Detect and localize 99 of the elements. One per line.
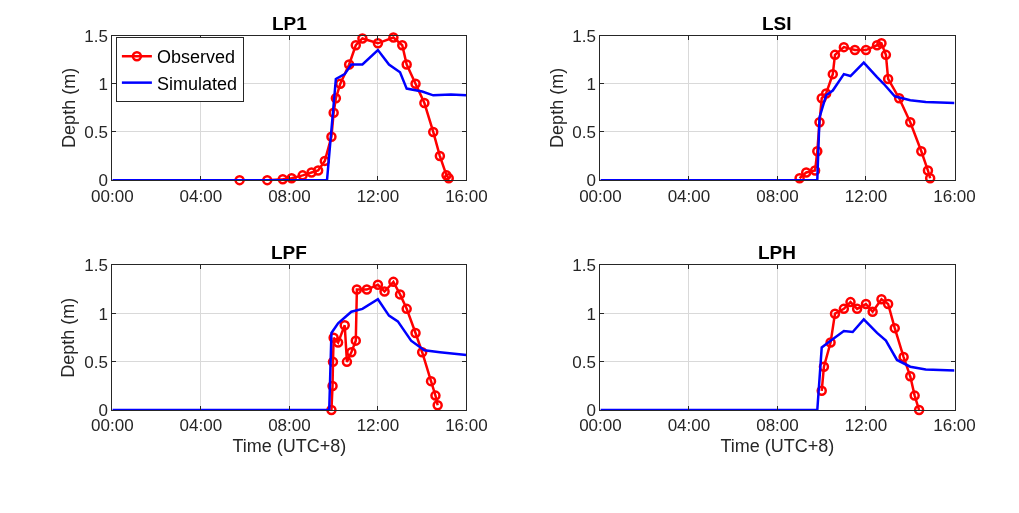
point <box>922 165 934 176</box>
x-tick-label: 08:00 <box>268 416 311 436</box>
y-tick-label: 0.5 <box>84 122 108 142</box>
x-axis-title: Time (UTC+8) <box>232 435 347 456</box>
point <box>838 41 850 53</box>
point <box>397 39 408 51</box>
point <box>401 59 412 70</box>
point <box>913 404 925 416</box>
y-tick-label: 1 <box>98 74 108 94</box>
point <box>889 322 900 334</box>
y-axis-title: Depth (m) <box>546 67 567 148</box>
chart-title: LSI <box>762 13 792 34</box>
point <box>851 303 863 315</box>
x-tick-label: 12:00 <box>844 416 888 436</box>
point <box>876 38 887 49</box>
x-tick-label: 04:00 <box>179 186 223 206</box>
x-axis-title: Time (UTC+8) <box>720 435 835 456</box>
point <box>800 167 812 178</box>
chart-title: LPF <box>271 242 307 263</box>
point <box>827 68 839 80</box>
y-tick-label: 1 <box>586 304 597 324</box>
y-tick-label: 1.5 <box>84 256 108 276</box>
x-tick-label: 12:00 <box>356 416 400 436</box>
point <box>286 172 297 184</box>
x-tick-label: 16:00 <box>933 186 976 206</box>
point <box>867 306 878 317</box>
point <box>394 289 406 300</box>
point <box>339 319 350 331</box>
point <box>829 308 841 319</box>
y-tick-label: 0.5 <box>572 352 597 372</box>
y-tick-label: 1.5 <box>572 256 597 276</box>
point <box>361 284 373 295</box>
point <box>916 146 927 157</box>
point <box>341 356 353 368</box>
x-tick-label: 08:00 <box>268 186 311 206</box>
point <box>829 49 841 61</box>
point <box>372 279 384 291</box>
point <box>880 49 892 61</box>
chart-title: LPH <box>758 242 796 263</box>
point <box>346 346 357 358</box>
point <box>871 39 883 51</box>
y-tick-label: 0.5 <box>572 122 597 142</box>
chart-title: LP1 <box>272 13 308 34</box>
point <box>379 286 390 297</box>
point <box>401 303 412 315</box>
x-tick-label: 04:00 <box>667 186 711 206</box>
x-tick-label: 12:00 <box>356 186 400 206</box>
point <box>351 284 363 295</box>
point <box>838 303 850 315</box>
point <box>794 172 805 184</box>
point <box>372 38 384 49</box>
legend-label: Simulated <box>156 73 237 94</box>
point <box>357 33 368 44</box>
legend-label: Observed <box>156 47 235 68</box>
point <box>419 97 430 109</box>
point <box>924 172 936 184</box>
line-series <box>600 318 955 411</box>
point <box>388 276 399 288</box>
point <box>882 73 894 85</box>
point <box>410 327 421 339</box>
x-tick-label: 16:00 <box>445 186 488 206</box>
point <box>876 293 887 305</box>
point <box>430 390 441 401</box>
x-tick-label: 08:00 <box>756 186 799 206</box>
point <box>905 117 916 128</box>
point <box>860 298 872 310</box>
point <box>860 44 872 56</box>
x-tick-label: 08:00 <box>756 416 799 436</box>
point <box>262 174 273 186</box>
point <box>388 32 399 43</box>
x-tick-label: 16:00 <box>933 416 976 436</box>
x-tick-label: 16:00 <box>445 416 488 436</box>
y-tick-label: 0.5 <box>84 352 108 372</box>
x-tick-label: 04:00 <box>667 416 711 436</box>
point <box>845 296 856 308</box>
y-axis-title: Depth (m) <box>58 67 79 148</box>
x-tick-label: 12:00 <box>844 186 888 206</box>
y-tick-label: 1 <box>586 74 597 94</box>
point <box>909 390 920 401</box>
point <box>410 78 421 90</box>
point <box>882 298 894 310</box>
point <box>427 126 439 138</box>
line-series <box>600 61 955 181</box>
point <box>432 399 443 411</box>
point <box>306 167 317 178</box>
point <box>350 39 362 51</box>
y-tick-label: 1 <box>98 304 108 324</box>
point <box>434 150 446 162</box>
y-tick-label: 1.5 <box>84 26 108 46</box>
y-tick-label: 1.5 <box>572 26 597 46</box>
point <box>350 335 362 346</box>
point <box>425 375 437 387</box>
x-tick-label: 04:00 <box>179 416 223 436</box>
point <box>849 44 861 56</box>
point <box>234 174 245 186</box>
point <box>905 371 916 382</box>
point <box>898 351 909 363</box>
y-axis-title: Depth (m) <box>58 297 79 378</box>
point <box>312 165 324 176</box>
